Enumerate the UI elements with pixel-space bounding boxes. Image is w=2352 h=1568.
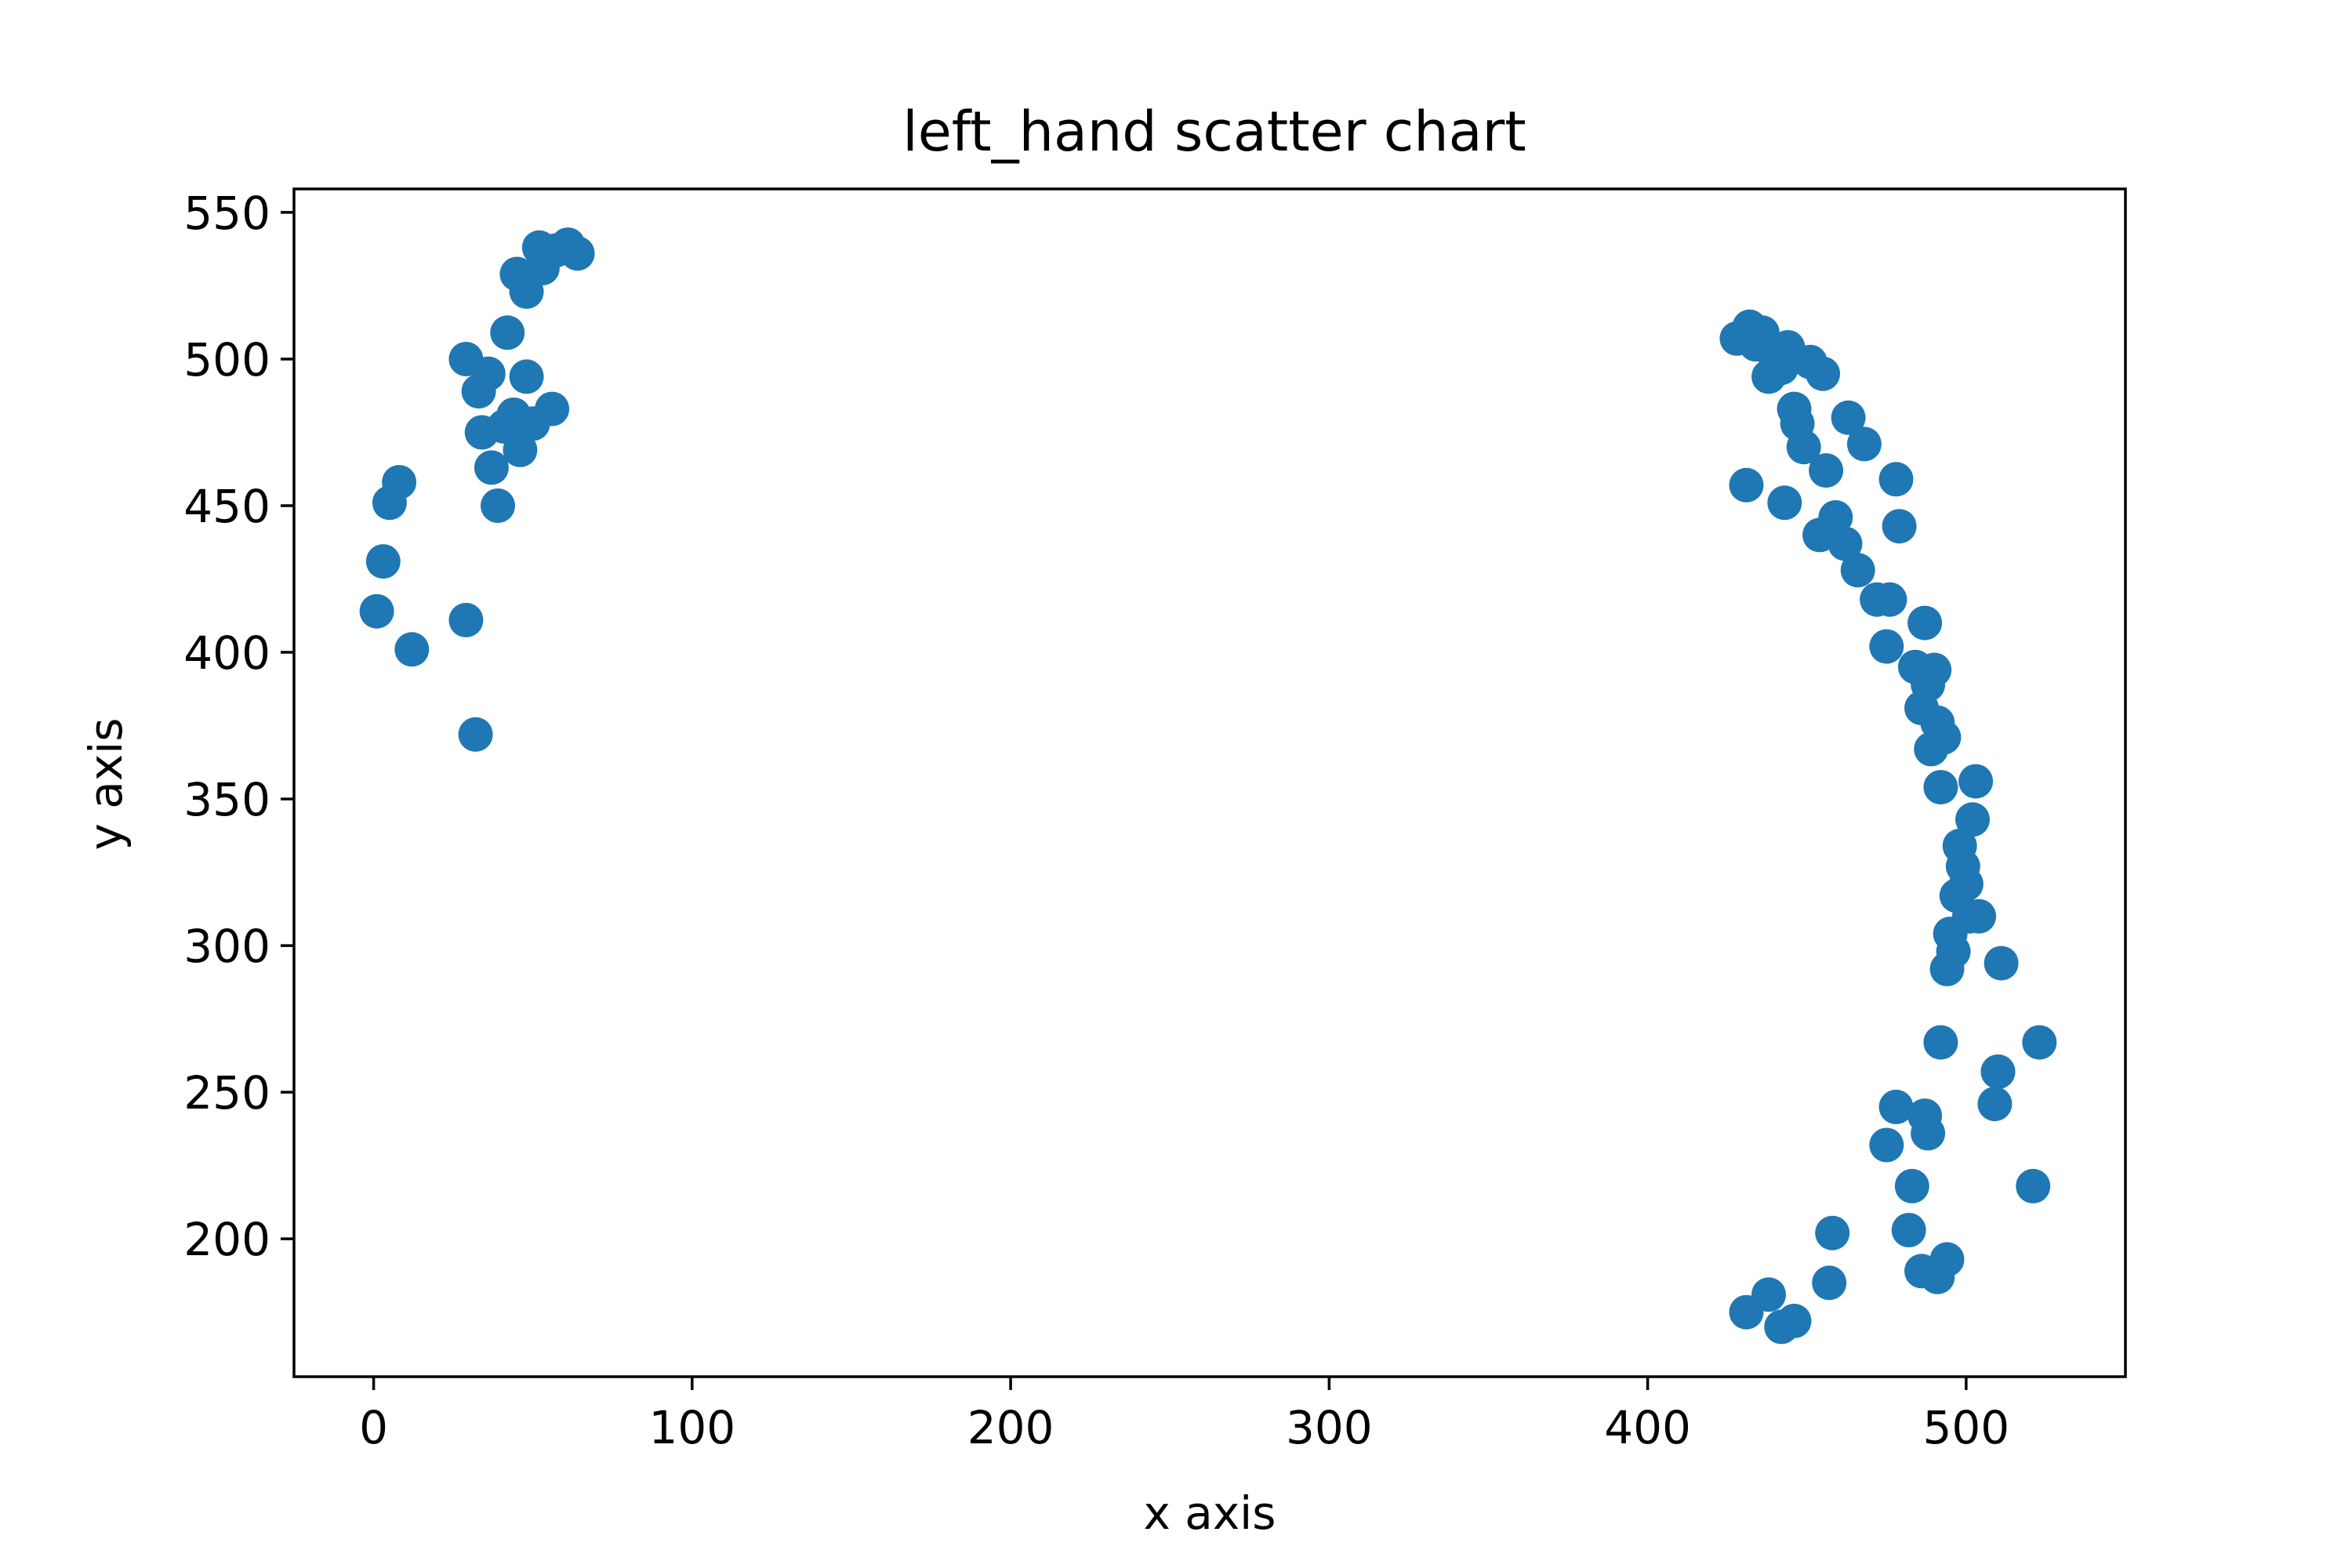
x-tick-label: 300 [1286,1401,1373,1454]
data-point [1818,500,1853,535]
x-axis-ticks: 0 100 200 300 400 500 [359,1377,2009,1454]
data-point [1980,1054,2016,1089]
data-point [535,391,570,426]
x-axis-title: x axis [1144,1486,1276,1540]
data-point [1828,526,1863,561]
x-tick-label: 400 [1604,1401,1691,1454]
y-tick-label: 550 [183,187,270,240]
data-point [359,593,394,629]
data-point [1872,582,1907,617]
data-point [458,717,493,752]
data-point [1907,605,1943,641]
data-point [2022,1025,2057,1060]
data-point [1878,1089,1914,1124]
data-point [1936,934,1971,969]
data-point [1878,462,1914,497]
x-tick-label: 200 [967,1401,1054,1454]
y-axis-ticks: 200 250 300 350 400 450 500 550 [183,187,294,1266]
data-point [1786,430,1821,465]
data-point [1777,1303,1812,1338]
data-point [1911,1116,1946,1151]
data-point [503,432,538,467]
data-point [1831,400,1866,435]
data-point [1923,770,1958,805]
data-point [1894,1168,1929,1203]
x-tick-label: 0 [359,1401,388,1454]
chart-title: left_hand scatter chart [902,100,1526,164]
data-point [365,544,401,579]
data-point [1812,1265,1847,1301]
data-point [1882,509,1917,544]
data-point [1869,1127,1904,1163]
data-point [509,359,544,394]
data-point [490,315,525,350]
data-point [1809,453,1844,488]
data-point [394,632,430,667]
data-point [1891,1213,1926,1247]
y-tick-label: 300 [183,920,270,973]
data-point [1751,1277,1786,1312]
data-point [1984,946,2019,981]
y-tick-label: 200 [183,1213,270,1266]
data-point [1806,356,1841,391]
data-point [1955,802,1990,837]
data-point [1926,720,1962,755]
data-point [1923,1025,1958,1060]
data-point [1729,467,1764,503]
data-point [382,465,417,500]
data-point [1846,426,1882,462]
plot-area-frame [292,187,2127,1378]
y-tick-label: 250 [183,1066,270,1120]
data-point [448,602,484,637]
data-point [1767,485,1802,521]
data-point [474,450,509,485]
data-point [470,356,506,391]
data-point [2016,1168,2051,1203]
data-point [481,488,515,523]
data-point [1869,629,1904,664]
y-tick-label: 400 [183,626,270,680]
data-point [1815,1215,1850,1250]
data-point [1958,764,1994,799]
data-point [1962,898,1997,934]
data-points [359,227,2057,1345]
data-point [1977,1087,2013,1122]
data-point [1840,553,1875,588]
y-tick-label: 450 [183,480,270,533]
data-point [1917,652,1952,688]
y-tick-label: 350 [183,773,270,826]
data-point [560,236,595,271]
data-point [1948,866,1984,902]
x-tick-label: 500 [1923,1401,2010,1454]
data-point [1929,1242,1965,1277]
y-tick-label: 500 [183,333,270,387]
x-tick-label: 100 [648,1401,735,1454]
y-axis-title: y axis [79,718,132,851]
